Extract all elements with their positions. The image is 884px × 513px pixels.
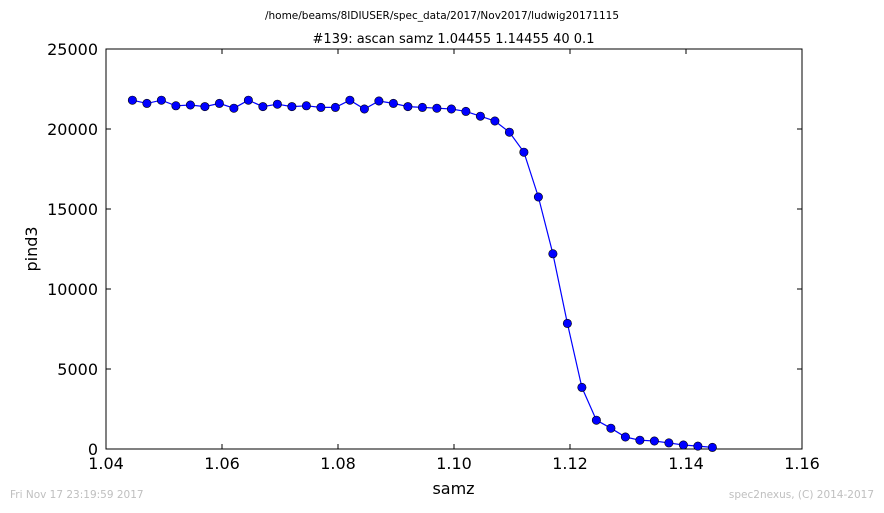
y-tick-label: 25000 bbox=[47, 40, 98, 59]
x-tick-label: 1.10 bbox=[436, 454, 472, 473]
x-tick-label: 1.12 bbox=[552, 454, 588, 473]
data-point bbox=[272, 99, 282, 109]
data-point bbox=[707, 442, 717, 452]
x-tick-label: 1.08 bbox=[320, 454, 356, 473]
data-point bbox=[417, 102, 427, 112]
x-axis-label: samz bbox=[432, 479, 474, 498]
data-point bbox=[504, 127, 514, 137]
data-point bbox=[620, 432, 630, 442]
y-tick-label: 15000 bbox=[47, 200, 98, 219]
data-point bbox=[214, 98, 224, 108]
data-point bbox=[548, 249, 558, 259]
data-point bbox=[693, 441, 703, 451]
data-point bbox=[200, 102, 210, 112]
data-point bbox=[229, 103, 239, 113]
data-point bbox=[258, 102, 268, 112]
footer-credit: spec2nexus, (C) 2014-2017 bbox=[729, 489, 874, 501]
data-point bbox=[577, 382, 587, 392]
plot-frame bbox=[105, 48, 803, 450]
y-tick-label: 10000 bbox=[47, 280, 98, 299]
series-layer bbox=[127, 95, 717, 452]
data-point bbox=[316, 102, 326, 112]
data-point bbox=[533, 192, 543, 202]
data-point bbox=[649, 436, 659, 446]
footer-timestamp: Fri Nov 17 23:19:59 2017 bbox=[10, 489, 144, 501]
data-point bbox=[330, 102, 340, 112]
y-tick-label: 20000 bbox=[47, 120, 98, 139]
y-axis: 0 5000 10000 15000 20000 25000 bbox=[47, 40, 802, 459]
y-tick-label: 5000 bbox=[57, 360, 98, 379]
data-point bbox=[519, 147, 529, 157]
data-point bbox=[185, 100, 195, 110]
y-axis-label: pind3 bbox=[22, 226, 41, 271]
data-point bbox=[606, 423, 616, 433]
data-point bbox=[490, 116, 500, 126]
x-tick-label: 1.16 bbox=[784, 454, 820, 473]
data-point bbox=[446, 104, 456, 114]
data-point bbox=[374, 96, 384, 106]
suptitle: /home/beams/8IDIUSER/spec_data/2017/Nov2… bbox=[265, 10, 619, 22]
data-point bbox=[142, 98, 152, 108]
data-point bbox=[359, 104, 369, 114]
x-tick-label: 1.14 bbox=[668, 454, 704, 473]
data-point bbox=[432, 103, 442, 113]
data-point bbox=[171, 101, 181, 111]
data-point bbox=[345, 95, 355, 105]
data-point bbox=[664, 438, 674, 448]
x-tick-label: 1.06 bbox=[204, 454, 240, 473]
data-point bbox=[127, 95, 137, 105]
data-point bbox=[475, 111, 485, 121]
data-point bbox=[301, 101, 311, 111]
data-point bbox=[635, 435, 645, 445]
x-tick-label: 1.04 bbox=[88, 454, 124, 473]
data-point bbox=[678, 440, 688, 450]
data-point bbox=[461, 106, 471, 116]
chart-title: #139: ascan samz 1.04455 1.14455 40 0.1 bbox=[313, 32, 595, 47]
data-point bbox=[591, 415, 601, 425]
data-point bbox=[562, 318, 572, 328]
data-point bbox=[403, 102, 413, 112]
data-point bbox=[243, 95, 253, 105]
data-point bbox=[388, 98, 398, 108]
data-point bbox=[287, 102, 297, 112]
y-tick-label: 0 bbox=[88, 440, 98, 459]
data-point bbox=[156, 95, 166, 105]
